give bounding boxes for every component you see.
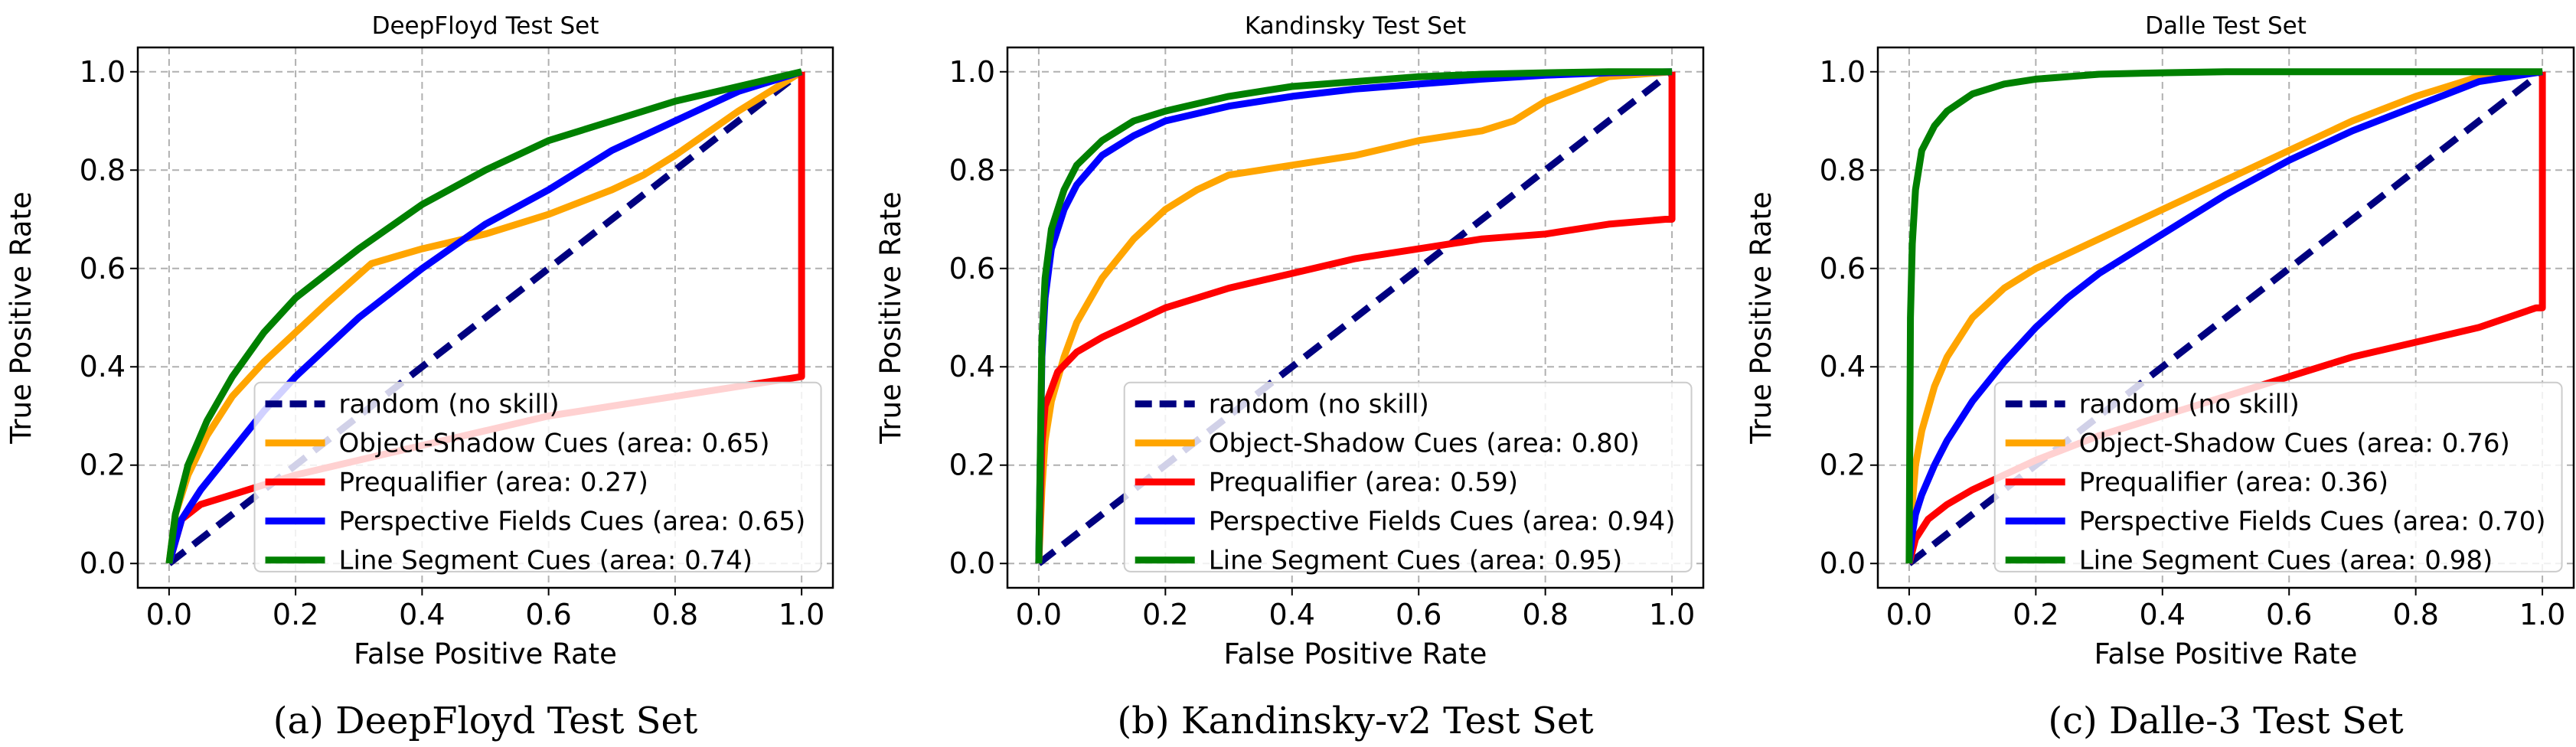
legend-label: Prequalifier (area: 0.59) — [1209, 468, 1518, 498]
legend-label: Object-Shadow Cues (area: 0.80) — [1209, 429, 1640, 459]
y-tick-label: 0.4 — [949, 350, 995, 383]
y-axis-label: True Positive Rate — [1745, 191, 1778, 445]
legend-label: Prequalifier (area: 0.36) — [2079, 468, 2388, 498]
y-tick-label: 0.6 — [1820, 252, 1866, 285]
legend-label: Object-Shadow Cues (area: 0.65) — [339, 429, 770, 459]
y-tick-label: 0.0 — [1820, 546, 1866, 580]
legend-label: random (no skill) — [339, 390, 560, 420]
plot-frame — [1006, 46, 1705, 589]
series-line — [165, 68, 803, 564]
x-tick-label: 1.0 — [779, 598, 824, 631]
y-tick-label: 0.6 — [949, 252, 995, 285]
x-tick-label: 1.0 — [2519, 598, 2565, 631]
plot-frame — [1876, 46, 2575, 589]
legend-label: Perspective Fields Cues (area: 0.94) — [1209, 507, 1676, 537]
series-line — [165, 68, 804, 564]
x-tick-label: 0.0 — [1016, 598, 1062, 631]
x-tick-label: 0.2 — [2013, 598, 2059, 631]
y-tick-label: 0.2 — [80, 449, 126, 482]
x-tick-label: 0.4 — [2140, 598, 2186, 631]
x-axis-label: False Positive Rate — [2094, 638, 2358, 670]
legend-label: Line Segment Cues (area: 0.74) — [339, 546, 753, 576]
legend-label: Line Segment Cues (area: 0.95) — [1209, 546, 1623, 576]
y-tick-label: 0.6 — [80, 252, 126, 285]
x-tick-label: 0.2 — [1142, 598, 1188, 631]
x-tick-label: 0.8 — [2392, 598, 2438, 631]
legend-label: Perspective Fields Cues (area: 0.65) — [339, 507, 806, 537]
chart-panel: 0.0 0.2 0.4 0.6 0.8 1.0 0.0 0.2 0.4 0.6 0.8 1.0 Kand… — [874, 12, 1705, 742]
x-tick-label: 0.2 — [273, 598, 318, 631]
y-tick-label: 0.4 — [1820, 350, 1866, 383]
subfigure-caption: (a) DeepFloyd Test Set — [273, 700, 697, 742]
x-tick-label: 0.4 — [1269, 598, 1315, 631]
x-tick-label: 0.6 — [1396, 598, 1441, 631]
x-tick-label: 1.0 — [1649, 598, 1695, 631]
chart-title: Kandinsky Test Set — [1245, 12, 1466, 40]
legend-label: Perspective Fields Cues (area: 0.70) — [2079, 507, 2546, 537]
y-tick-label: 1.0 — [80, 55, 126, 89]
x-tick-label: 0.6 — [525, 598, 571, 631]
series-line — [1035, 68, 1673, 564]
legend-label: Line Segment Cues (area: 0.98) — [2079, 546, 2493, 576]
legend: random (no skill) Object-Shadow Cues (are… — [1123, 381, 1693, 576]
legend-label: Object-Shadow Cues (area: 0.76) — [2079, 429, 2510, 459]
legend: random (no skill) Object-Shadow Cues (are… — [253, 381, 822, 576]
plot-frame — [136, 46, 834, 589]
x-tick-label: 0.8 — [1522, 598, 1568, 631]
x-axis-label: False Positive Rate — [1224, 638, 1487, 670]
chart-panel: 0.0 0.2 0.4 0.6 0.8 1.0 0.0 0.2 0.4 0.6 0.8 1.0 Deep… — [5, 12, 834, 742]
series-line — [1035, 68, 1673, 564]
y-tick-label: 0.0 — [949, 546, 995, 580]
subfigure-caption: (b) Kandinsky-v2 Test Set — [1117, 700, 1593, 742]
legend-box — [1123, 381, 1693, 572]
series-line — [165, 68, 803, 565]
series-line — [1905, 68, 2543, 564]
y-tick-label: 0.4 — [80, 350, 126, 383]
x-tick-label: 0.4 — [399, 598, 445, 631]
y-tick-label: 0.2 — [949, 449, 995, 482]
subfigure-caption: (c) Dalle-3 Test Set — [2048, 700, 2403, 742]
legend-label: random (no skill) — [2079, 390, 2300, 420]
legend-box — [1993, 381, 2563, 572]
y-tick-label: 0.0 — [80, 546, 126, 580]
chart-panel: 0.0 0.2 0.4 0.6 0.8 1.0 0.0 0.2 0.4 0.6 0.8 1.0 Dall… — [1745, 12, 2575, 742]
x-tick-label: 0.0 — [146, 598, 192, 631]
y-tick-label: 1.0 — [949, 55, 995, 89]
x-tick-label: 0.0 — [1886, 598, 1932, 631]
y-tick-label: 0.2 — [1820, 449, 1866, 482]
y-tick-label: 0.8 — [949, 153, 995, 187]
legend-label: random (no skill) — [1209, 390, 1429, 420]
series-line — [1905, 68, 2543, 564]
y-axis-label: True Positive Rate — [5, 191, 38, 445]
y-tick-label: 1.0 — [1820, 55, 1866, 89]
legend-box — [253, 381, 822, 572]
chart-title: DeepFloyd Test Set — [372, 12, 599, 40]
series-line — [1905, 68, 2543, 564]
y-tick-label: 0.8 — [1820, 153, 1866, 187]
x-tick-label: 0.8 — [652, 598, 698, 631]
x-axis-label: False Positive Rate — [354, 638, 617, 670]
legend: random (no skill) Object-Shadow Cues (are… — [1993, 381, 2563, 576]
legend-label: Prequalifier (area: 0.27) — [339, 468, 648, 498]
series-line — [1035, 71, 1676, 564]
y-tick-label: 0.8 — [80, 153, 126, 187]
x-tick-label: 0.6 — [2266, 598, 2312, 631]
y-axis-label: True Positive Rate — [874, 191, 907, 445]
chart-title: Dalle Test Set — [2145, 12, 2307, 40]
